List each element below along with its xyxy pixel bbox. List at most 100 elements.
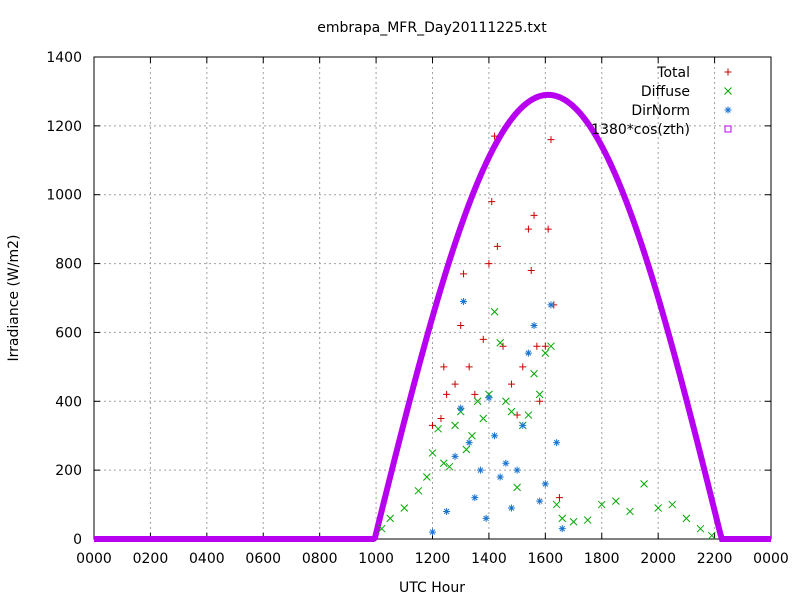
data-point [535,390,544,399]
data-point [524,225,532,233]
data-point [597,500,606,509]
data-point [457,404,465,412]
chart-title: embrapa_MFR_Day20111225.txt [317,20,547,36]
data-point [583,516,592,524]
data-point [530,369,538,378]
data-point [558,525,566,533]
data-point [553,439,561,447]
data-point [682,514,691,523]
data-point [513,466,521,474]
data-point [569,517,578,526]
data-point [451,380,459,388]
y-tick-label: 1000 [46,188,82,204]
data-point [527,266,535,274]
data-point [501,397,510,406]
curve-1380cos [94,91,771,542]
x-tick-label: 2200 [697,551,733,567]
data-point [429,528,436,536]
data-point [457,322,465,330]
data-point [451,421,459,430]
data-point [541,480,549,488]
x-tick-label: 0000 [76,551,112,567]
data-point [541,349,550,357]
data-point [479,335,487,343]
y-axis-ticks: 0 200 400 600 800 1000 1200 1400 [46,50,771,548]
data-point [443,507,451,515]
data-point [377,524,386,533]
x-tick-label: 1000 [358,551,394,567]
data-point [471,390,479,398]
y-tick-label: 1400 [46,50,82,66]
data-point [558,514,567,523]
data-point [465,439,473,447]
x-axis-ticks: 0000 0200 0400 0600 0800 1000 1200 1400 1600 1800… [76,57,789,567]
y-tick-label: 0 [73,532,82,548]
data-point [460,297,468,305]
data-point [443,390,451,398]
y-axis-label: Irradiance (W/m2) [6,235,22,362]
data-point [473,397,482,406]
data-point [451,452,459,460]
data-point [519,363,527,371]
data-point [654,504,663,512]
data-point [555,494,563,502]
x-tick-label: 2000 [640,551,676,567]
data-point [482,514,490,522]
series-layer [94,91,771,542]
x-tick-label: 0400 [189,551,225,567]
data-point [439,459,448,468]
series-1380-cos-zth- [94,91,771,542]
data-point [437,415,445,422]
data-point [496,338,505,347]
data-point [485,394,493,402]
data-point [519,421,527,429]
x-tick-label: 0800 [302,551,338,567]
x-tick-label: 0200 [133,551,169,567]
data-point [440,363,448,371]
data-point [524,349,532,357]
data-point [400,504,409,512]
grid-lines [94,57,771,539]
y-tick-label: 1200 [46,119,82,135]
data-point [547,342,555,351]
data-point [460,270,468,278]
data-point [476,466,484,474]
data-point [552,500,561,509]
data-point [530,322,538,330]
data-point [536,397,544,405]
x-tick-label: 0600 [245,551,281,567]
data-point [533,342,541,350]
data-point [507,407,516,416]
data-point [530,211,538,219]
data-point [544,225,552,233]
data-point [386,514,395,523]
data-point [468,431,476,440]
data-point [488,198,496,206]
data-point [491,432,499,440]
data-point [640,480,648,488]
x-tick-label: 1400 [471,551,507,567]
data-point [434,424,442,433]
data-point [547,136,555,144]
data-point [507,504,515,512]
data-point [612,497,620,505]
data-point [462,445,471,454]
data-point [507,380,515,388]
data-point [502,459,510,467]
legend-marker [724,106,732,114]
data-point [547,301,555,309]
x-tick-label: 1600 [528,551,564,567]
y-tick-label: 600 [55,325,82,341]
legend-label: Diffuse [641,84,690,100]
data-point [491,132,499,140]
data-point [668,500,677,509]
series-total [429,132,563,502]
series-diffuse [377,307,716,540]
data-point [490,307,499,316]
y-tick-label: 400 [55,394,82,410]
legend-marker [724,68,732,76]
x-axis-label: UTC Hour [399,580,465,596]
legend-marker [724,125,732,133]
data-point [524,411,533,419]
